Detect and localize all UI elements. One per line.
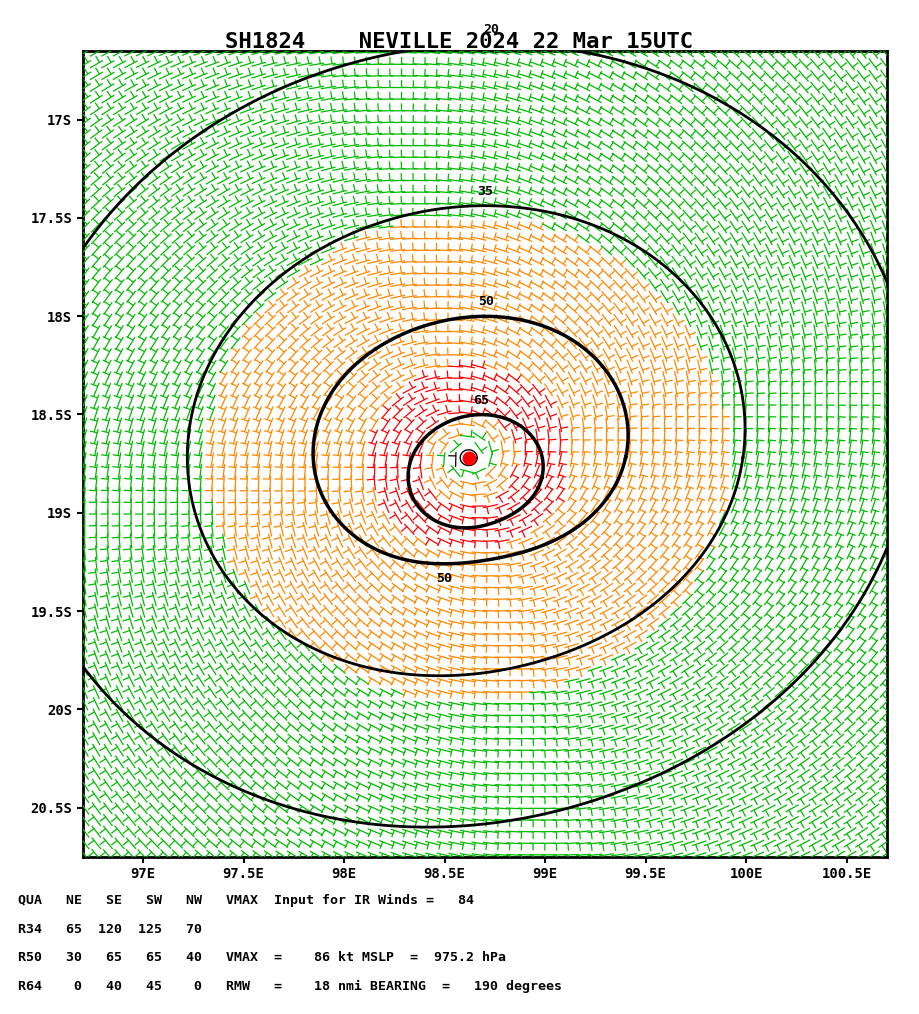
Text: 50: 50	[478, 295, 494, 308]
Text: 20: 20	[483, 23, 499, 35]
Text: 50: 50	[436, 572, 452, 585]
Text: SH1824    NEVILLE 2024 22 Mar 15UTC: SH1824 NEVILLE 2024 22 Mar 15UTC	[225, 32, 694, 53]
Text: 65: 65	[473, 393, 490, 407]
Text: R64    0   40   45    0   RMW   =    18 nmi BEARING  =   190 degrees: R64 0 40 45 0 RMW = 18 nmi BEARING = 190…	[18, 980, 562, 993]
Text: 35: 35	[477, 185, 493, 198]
Text: QUA   NE   SE   SW   NW   VMAX  Input for IR Winds =   84: QUA NE SE SW NW VMAX Input for IR Winds …	[18, 894, 474, 908]
Text: R34   65  120  125   70: R34 65 120 125 70	[18, 923, 202, 936]
Text: R50   30   65   65   40   VMAX  =    86 kt MSLP  =  975.2 hPa: R50 30 65 65 40 VMAX = 86 kt MSLP = 975.…	[18, 951, 506, 964]
